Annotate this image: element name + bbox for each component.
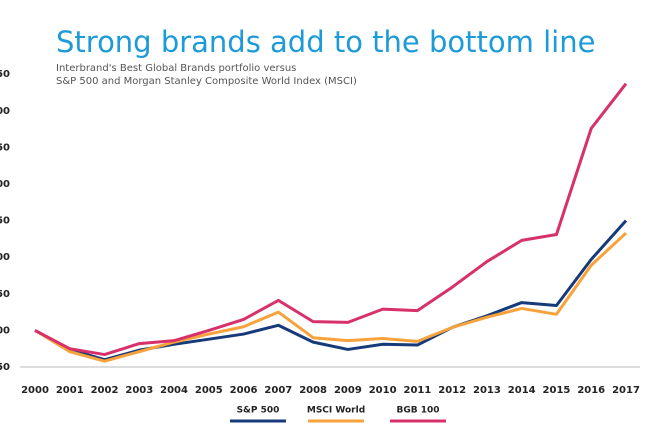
series-line <box>34 82 628 357</box>
y-tick-label: 450 <box>0 69 10 80</box>
chart-title: Strong brands add to the bottom line <box>56 25 595 59</box>
x-tick-label: 2001 <box>56 385 84 396</box>
x-tick-label: 2007 <box>264 385 292 396</box>
legend-label: MSCI World <box>307 406 365 416</box>
series-line <box>34 231 628 363</box>
y-tick-label: 300 <box>0 179 10 190</box>
x-tick-label: 2003 <box>125 385 153 396</box>
x-tick-label: 2000 <box>21 385 49 396</box>
y-tick-label: 350 <box>0 142 10 153</box>
y-tick-label: 200 <box>0 252 10 263</box>
y-tick-label: 400 <box>0 106 10 117</box>
x-tick-label: 2013 <box>473 385 501 396</box>
x-tick-label: 2006 <box>230 385 258 396</box>
chart-subtitle: S&P 500 and Morgan Stanley Composite Wor… <box>56 76 357 87</box>
x-tick-label: 2014 <box>508 385 536 396</box>
x-tick-label: 2005 <box>195 385 223 396</box>
x-tick-label: 2004 <box>160 385 188 396</box>
x-tick-label: 2012 <box>438 385 466 396</box>
y-tick-label: 50 <box>0 362 10 373</box>
x-tick-label: 2009 <box>334 385 362 396</box>
y-tick-label: 100 <box>0 325 10 336</box>
y-tick-label: 250 <box>0 216 10 227</box>
chart-subtitle: Interbrand's Best Global Brands portfoli… <box>56 63 296 74</box>
x-tick-label: 2011 <box>403 385 431 396</box>
x-tick-label: 2015 <box>543 385 571 396</box>
x-tick-label: 2010 <box>369 385 397 396</box>
legend-label: S&P 500 <box>237 406 280 416</box>
x-tick-label: 2017 <box>612 385 640 396</box>
x-tick-label: 2008 <box>299 385 327 396</box>
legend-label: BGB 100 <box>396 406 439 416</box>
x-tick-label: 2016 <box>577 385 605 396</box>
x-tick-label: 2002 <box>91 385 119 396</box>
y-tick-label: 150 <box>0 289 10 300</box>
